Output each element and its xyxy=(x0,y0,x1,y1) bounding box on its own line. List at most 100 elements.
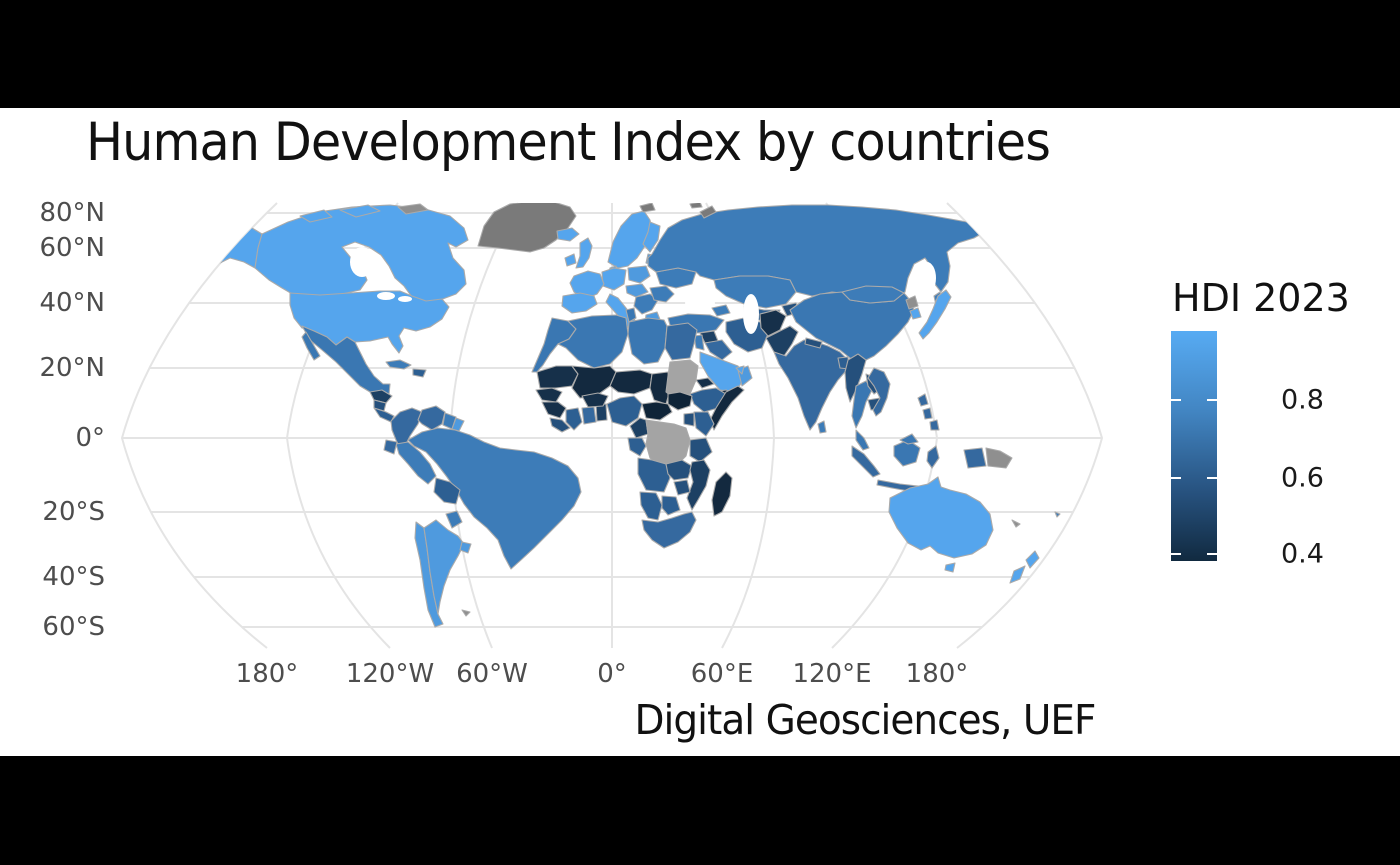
region-new-caledonia xyxy=(1011,519,1021,528)
region-venezuela xyxy=(417,405,446,431)
region-niger xyxy=(609,369,653,395)
region-peru xyxy=(395,441,437,485)
region-sri-lanka xyxy=(817,420,827,434)
region-greenland xyxy=(477,203,577,253)
region-new-zealand-north xyxy=(1025,550,1040,569)
region-finland xyxy=(642,221,661,253)
hudson-bay xyxy=(350,247,374,277)
legend-tick-mark xyxy=(1207,553,1217,556)
legend-tick-label: 0.8 xyxy=(1281,384,1324,416)
region-sumatra xyxy=(851,445,881,478)
region-arctic-island-mid xyxy=(339,204,381,218)
inland-water xyxy=(350,247,936,334)
region-arctic-island-west xyxy=(299,209,333,223)
region-malawi-mozambique xyxy=(686,459,711,511)
region-colombia xyxy=(390,407,423,453)
region-novaya-zemlya xyxy=(699,205,717,219)
region-fiji xyxy=(1054,511,1061,518)
lat-tick-label: 40°S xyxy=(42,562,105,592)
region-zimbabwe xyxy=(673,479,691,496)
region-ghana xyxy=(581,406,597,425)
region-eritrea-djibouti xyxy=(695,377,715,389)
region-somalia xyxy=(709,385,745,431)
region-baja xyxy=(301,331,321,361)
region-senegal xyxy=(535,387,563,403)
region-tanzania xyxy=(689,437,713,463)
region-egypt xyxy=(664,322,698,361)
region-algeria xyxy=(557,314,629,369)
region-iceland xyxy=(556,227,580,242)
region-madagascar xyxy=(711,471,733,517)
black-sea xyxy=(685,296,715,310)
lon-tick-label: 120°W xyxy=(345,659,435,689)
region-uk xyxy=(575,237,593,269)
legend-tick-label: 0.6 xyxy=(1281,462,1324,494)
region-png xyxy=(985,447,1013,469)
region-mali xyxy=(571,365,617,399)
region-uruguay xyxy=(459,541,472,554)
region-afghanistan xyxy=(759,309,787,337)
lat-tick-label: 20°N xyxy=(39,353,105,383)
region-australia xyxy=(888,476,994,559)
region-malay-peninsula xyxy=(855,429,870,451)
region-caucasus xyxy=(711,304,731,317)
lat-tick-label: 40°N xyxy=(39,288,105,318)
region-austria-hungary xyxy=(625,283,649,298)
lat-tick-label: 60°N xyxy=(39,233,105,263)
great-lakes-west xyxy=(377,292,395,300)
region-tunisia xyxy=(625,307,637,323)
region-north-korea xyxy=(905,295,919,310)
region-nigeria xyxy=(606,395,643,427)
region-tasmania xyxy=(944,562,956,573)
legend-tick-mark xyxy=(1207,477,1217,480)
region-nepal xyxy=(804,337,823,349)
region-uganda xyxy=(683,412,695,427)
region-falklands xyxy=(461,609,471,617)
region-guatemala-honduras xyxy=(369,389,393,404)
region-chukotka-sliver xyxy=(144,229,197,271)
caspian-sea xyxy=(743,294,759,334)
region-uae xyxy=(735,365,745,375)
legend-colorbar xyxy=(1171,331,1217,561)
region-india xyxy=(773,339,849,431)
lat-tick-label: 20°S xyxy=(42,497,105,527)
region-philippines-1 xyxy=(917,393,929,407)
region-gabon-congo xyxy=(627,437,647,457)
region-mexico xyxy=(301,325,391,397)
lon-tick-label: 120°E xyxy=(792,659,872,689)
region-cote-divoire xyxy=(565,407,583,431)
region-russia xyxy=(647,204,989,301)
region-franz-josef xyxy=(689,203,703,209)
chart-title: Human Development Index by countries xyxy=(86,112,1051,173)
lat-tick-label: 0° xyxy=(75,423,105,453)
region-germany-benelux xyxy=(601,267,627,291)
region-namibia xyxy=(639,491,663,521)
legend-tick-mark xyxy=(1171,399,1181,401)
legend-title: HDI 2023 xyxy=(1172,276,1350,320)
region-car xyxy=(641,401,673,421)
lon-tick-label: 0° xyxy=(597,659,627,689)
region-malaysia-borneo xyxy=(899,433,919,445)
chart-caption: Digital Geosciences, UEF xyxy=(634,696,1096,744)
legend-tick-mark xyxy=(1171,477,1181,480)
region-angola xyxy=(637,457,671,493)
region-mongolia xyxy=(841,285,905,304)
region-libya xyxy=(627,317,668,365)
region-indonesia-papua xyxy=(963,447,987,469)
region-ireland xyxy=(564,253,577,267)
region-new-zealand-south xyxy=(1009,565,1026,584)
legend-tick-label: 0.4 xyxy=(1281,538,1324,570)
region-zambia xyxy=(665,459,693,481)
region-bolivia xyxy=(433,477,461,505)
lat-tick-label: 60°S xyxy=(42,612,105,642)
countries-layer xyxy=(144,203,1061,628)
region-iberia xyxy=(561,292,598,314)
region-philippines-2 xyxy=(922,407,933,420)
region-kazakhstan xyxy=(713,275,797,309)
region-hispaniola xyxy=(412,368,427,378)
region-kenya xyxy=(693,411,715,437)
legend-tick-mark xyxy=(1171,553,1181,556)
region-burkina xyxy=(581,392,609,408)
region-alaska xyxy=(177,225,263,277)
